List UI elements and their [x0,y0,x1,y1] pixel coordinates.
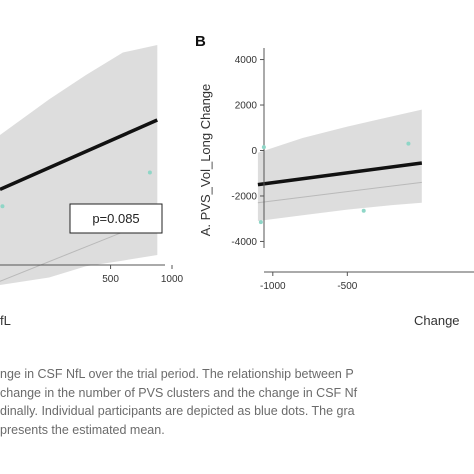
panel-b-confidence-band [257,109,422,221]
p-value-label: p=0.085 [92,211,139,226]
panel-b-y-tick-label: 0 [251,146,257,157]
p-value-box [69,203,163,234]
panel-b-letter: B [195,33,206,50]
panel-b-y-tick-label: 4000 [235,55,258,66]
caption-line: dinally. Individual participants are dep… [0,404,355,418]
panel-b-y-axis-title: A. PVS_Vol_Long Change [198,84,213,237]
caption-line: presents the estimated mean. [0,422,165,437]
panel-b-data-point [258,220,263,225]
panel-a-confidence-band [0,45,158,285]
panel-b-data-point [361,208,366,213]
panel-b-secondary-line [257,181,422,204]
panel-b-data-point [261,145,266,150]
panel-b-y-tick-label: -4000 [231,237,257,248]
panel-a-fit-line [0,118,158,191]
caption-line: change in the number of PVS clusters and… [0,385,358,400]
panel-b-x-tick-label: -500 [337,281,357,292]
panel-b: B A. PVS_Vol_Long Change Change -1000 -50… [195,33,474,328]
panel-a-data-point [0,204,5,209]
panel-b-x-axis-title: Change [414,313,460,328]
panel-b-y-tick-label: 2000 [235,101,258,112]
panel-a-x-tick-label: 1000 [161,274,184,285]
caption-line: nge in CSF NfL over the trial period. Th… [0,367,354,381]
panel-b-x-tick-label: -1000 [260,281,286,292]
panel-b-fit-line [257,161,423,187]
panel-b-data-point [406,141,411,146]
panel-a-data-point [147,170,152,175]
panel-a: p=0.085 fL 500 1000 [0,45,184,328]
panel-a-x-tick-label: 500 [102,274,119,285]
panel-a-x-axis-title: fL [0,313,11,328]
panel-b-y-tick-label: -2000 [231,191,257,202]
figure-caption: nge in CSF NfL over the trial period. Th… [0,365,474,439]
